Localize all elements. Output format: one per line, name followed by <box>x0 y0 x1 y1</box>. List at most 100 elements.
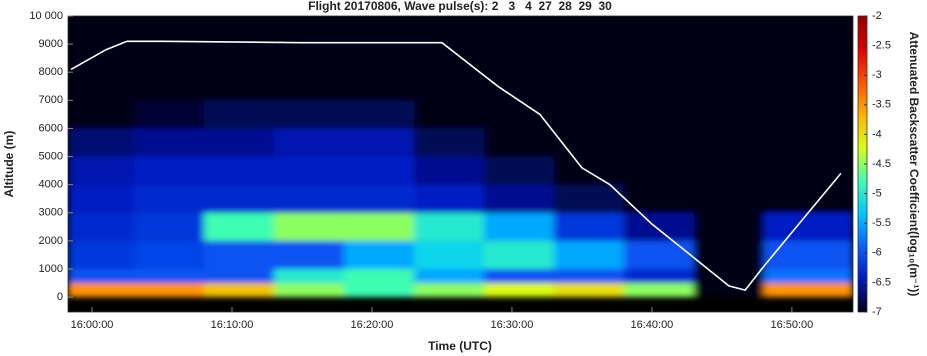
curtain-cell <box>68 212 135 241</box>
y-tick-label: 7000 <box>39 94 63 106</box>
curtain-cell <box>483 283 554 298</box>
curtain-cell <box>553 100 624 129</box>
curtain-cell <box>134 184 205 213</box>
curtain-cell <box>343 212 414 241</box>
curtain-cell <box>273 212 344 241</box>
curtain-cell <box>553 184 624 213</box>
curtain-cell <box>413 268 484 284</box>
curtain-cell <box>68 283 135 298</box>
curtain-cell <box>273 100 344 129</box>
curtain-cell <box>343 268 414 284</box>
x-tick-label: 16:20:00 <box>351 319 394 331</box>
curtain-cell <box>763 156 853 185</box>
curtain-cell <box>483 16 554 101</box>
curtain-cell <box>134 268 205 284</box>
colorbar-tick-label: -6 <box>872 247 882 259</box>
curtain-cell <box>134 100 205 129</box>
x-tick-label: 16:00:00 <box>71 319 114 331</box>
curtain-cell <box>623 156 694 185</box>
curtain-cell <box>68 16 135 101</box>
curtain-cell <box>553 156 624 185</box>
curtain-cell <box>204 184 274 213</box>
curtain-cell <box>553 128 624 157</box>
curtain-cell <box>343 240 414 269</box>
colorbar-tick-label: -6.5 <box>872 276 891 288</box>
curtain-cell <box>693 283 764 298</box>
colorbar-tick-label: -5.5 <box>872 217 891 229</box>
curtain-cell <box>413 100 484 129</box>
plot-frame <box>67 15 854 313</box>
curtain-cell <box>763 16 853 101</box>
x-axis-label: Time (UTC) <box>428 339 492 353</box>
curtain-cell <box>553 240 624 269</box>
curtain-cell <box>68 128 135 157</box>
curtain-cell <box>623 240 694 269</box>
colorbar-label: Attenuated Backscatter Coefficient(log₁₀… <box>907 32 921 297</box>
curtain-cell <box>483 156 554 185</box>
curtain-cell <box>483 100 554 129</box>
curtain-cell <box>343 16 414 101</box>
plot-area <box>68 16 853 312</box>
y-tick-label: 4000 <box>39 179 63 191</box>
curtain-cell <box>763 128 853 157</box>
curtain-cell <box>693 184 764 213</box>
curtain-cell <box>483 184 554 213</box>
curtain-cell <box>68 240 135 269</box>
y-tick-label: 10 000 <box>29 10 63 22</box>
curtain-cell <box>693 212 764 241</box>
y-tick-label: 0 <box>57 291 63 303</box>
curtain-cell <box>763 268 853 284</box>
curtain-cell <box>68 268 135 284</box>
curtain-cell <box>413 128 484 157</box>
chart-title: Flight 20170806, Wave pulse(s): 2 3 4 27… <box>308 0 612 13</box>
curtain-cell <box>693 240 764 269</box>
curtain-cell <box>623 100 694 129</box>
curtain-cell <box>68 184 135 213</box>
curtain-cell <box>273 156 344 185</box>
curtain-cell <box>134 128 205 157</box>
colorbar-tick-label: -5 <box>872 188 882 200</box>
curtain-cell <box>413 240 484 269</box>
curtain-cell <box>763 283 853 298</box>
curtain-cell <box>483 268 554 284</box>
curtain-cell <box>273 184 344 213</box>
curtain-cell <box>273 283 344 298</box>
colorbar <box>858 16 867 312</box>
colorbar-tick-label: -3.5 <box>872 99 891 111</box>
curtain-cell <box>763 212 853 241</box>
colorbar-tick-label: -4.5 <box>872 158 891 170</box>
curtain-cell <box>204 240 274 269</box>
curtain-cell <box>204 16 274 101</box>
curtain-cell <box>763 184 853 213</box>
y-tick-label: 2000 <box>39 235 63 247</box>
x-tick-label: 16:10:00 <box>211 319 254 331</box>
curtain-cell <box>693 156 764 185</box>
curtain-cell <box>204 283 274 298</box>
curtain-cell <box>273 16 344 101</box>
curtain-cell <box>693 268 764 284</box>
curtain-cell <box>273 240 344 269</box>
y-tick-label: 8000 <box>39 66 63 78</box>
x-tick-label: 16:50:00 <box>770 319 813 331</box>
colorbar-tick-label: -2.5 <box>872 40 891 52</box>
colorbar-tick-label: -2 <box>872 10 882 22</box>
curtain-cell <box>623 128 694 157</box>
x-tick-label: 16:30:00 <box>491 319 534 331</box>
curtain-cell <box>413 16 484 101</box>
curtain-cell <box>68 156 135 185</box>
curtain-cell <box>553 16 624 101</box>
curtain-cell <box>134 16 205 101</box>
curtain-cell <box>553 212 624 241</box>
curtain-cell <box>134 212 205 241</box>
curtain-cell <box>343 100 414 129</box>
curtain-cell <box>553 268 624 284</box>
curtain-cell <box>343 283 414 298</box>
y-tick-label: 9000 <box>39 38 63 50</box>
curtain-cell <box>693 128 764 157</box>
y-tick-label: 6000 <box>39 122 63 134</box>
curtain-cell <box>693 100 764 129</box>
curtain-cell <box>204 100 274 129</box>
curtain-cell <box>343 128 414 157</box>
curtain-cell <box>204 128 274 157</box>
curtain-cell <box>134 283 205 298</box>
